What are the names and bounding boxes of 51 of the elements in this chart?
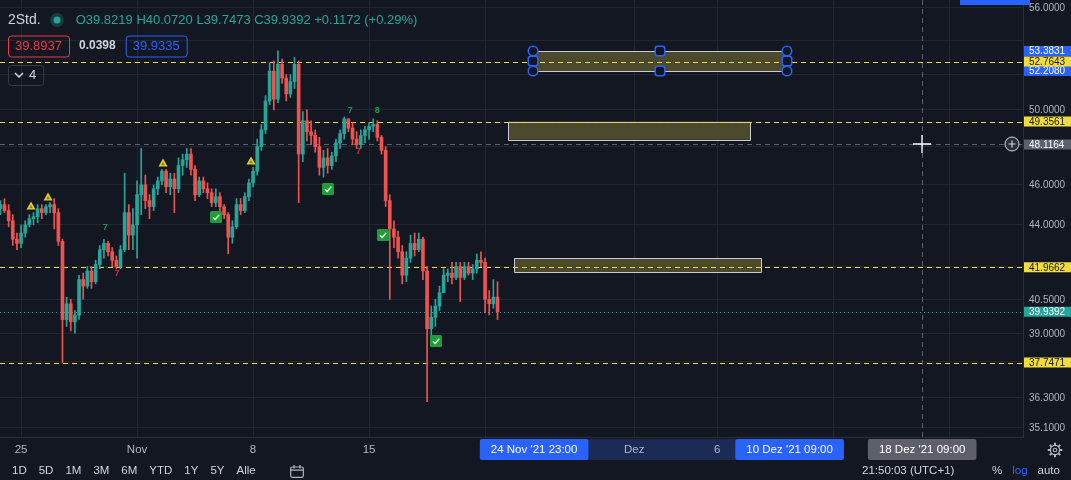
- ref-line-label: 49.3561: [1029, 115, 1066, 127]
- x-tick-label: 25: [14, 443, 28, 456]
- y-tick-label: 56.0000: [1029, 2, 1066, 14]
- y-tick-label: 36.3000: [1029, 392, 1066, 404]
- ref-line-label: 52.7643: [1029, 55, 1066, 67]
- y-tick-label: 44.0000: [1029, 219, 1066, 231]
- text: 6M: [121, 464, 138, 477]
- annotation: 39.9335: [132, 37, 180, 53]
- y-tick-label: 46.0000: [1029, 179, 1066, 191]
- text: 3M: [93, 464, 110, 477]
- annotation: 39.8937: [15, 37, 62, 53]
- annotation: 7: [356, 145, 362, 156]
- text: 1Y: [184, 464, 199, 477]
- y-tick-label: 53.3831: [1029, 45, 1066, 57]
- ref-line-label: 18 Dez '21 09:00: [878, 442, 966, 455]
- text: 2Std.: [8, 10, 41, 27]
- annotation: 8: [374, 105, 380, 116]
- annotation: 0.0398: [78, 38, 117, 53]
- text: 21:50:03 (UTC+1): [862, 464, 955, 477]
- text: auto: [1037, 464, 1060, 477]
- y-tick-label: 50.0000: [1029, 104, 1066, 116]
- candlestick: [367, 122, 371, 140]
- candlestick: [450, 262, 454, 285]
- annotation: 7: [114, 268, 120, 279]
- annotation: 7: [347, 105, 353, 116]
- ref-line-label: 48.1164: [1029, 138, 1065, 150]
- y-tick-label: 35.1000: [1029, 422, 1066, 434]
- x-tick-label: 15: [362, 443, 376, 456]
- text: log: [1012, 464, 1028, 477]
- y-tick-label: 39.0000: [1029, 327, 1066, 339]
- ref-line-label: 39.9392: [1029, 306, 1066, 318]
- text: O39.8219 H40.0720 L39.7473 C39.9392 +0.1172 (+0.29%): [75, 11, 418, 27]
- x-tick-label: 24 Nov '21 23:00: [490, 442, 578, 455]
- text: %: [992, 464, 1003, 477]
- ref-line-label: 37.7471: [1029, 356, 1066, 368]
- x-tick-label: Nov: [126, 443, 148, 456]
- x-tick-label: 8: [249, 443, 257, 456]
- text: YTD: [149, 464, 173, 477]
- annotation: 7: [102, 222, 108, 233]
- text: 1D: [12, 464, 27, 477]
- ref-line-label: 41.9662: [1029, 261, 1066, 273]
- text: 1M: [65, 464, 82, 477]
- text: Alle: [236, 464, 256, 477]
- x-tick-label: 6: [713, 443, 721, 456]
- annotation: 4: [29, 66, 37, 82]
- x-tick-label: Dez: [624, 443, 645, 456]
- text: 5D: [38, 464, 54, 477]
- text: 5Y: [210, 464, 225, 477]
- y-tick-label: 52.2080: [1029, 65, 1066, 77]
- x-tick-label: 10 Dez '21 09:00: [746, 442, 833, 455]
- y-tick-label: 40.5000: [1029, 293, 1066, 305]
